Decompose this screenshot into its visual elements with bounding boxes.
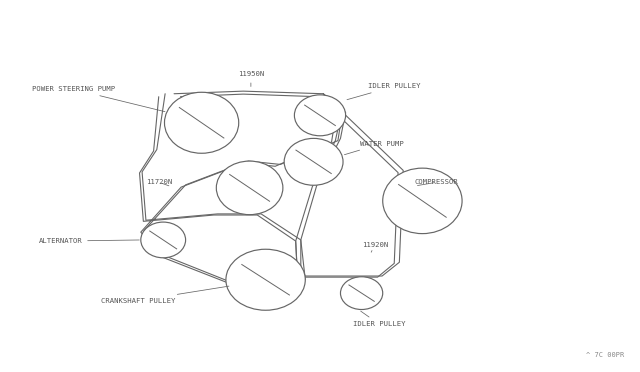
Text: IDLER PULLEY: IDLER PULLEY — [353, 311, 406, 327]
Ellipse shape — [383, 168, 462, 234]
Text: CRANKSHAFT PULLEY: CRANKSHAFT PULLEY — [101, 286, 229, 304]
Ellipse shape — [294, 95, 346, 136]
Text: COMPRESSOR: COMPRESSOR — [415, 179, 458, 186]
Text: 11920N: 11920N — [362, 242, 388, 252]
Ellipse shape — [226, 249, 305, 310]
Text: ^ 7C 00PR: ^ 7C 00PR — [586, 352, 624, 358]
Ellipse shape — [340, 277, 383, 310]
Ellipse shape — [141, 222, 186, 258]
Ellipse shape — [164, 92, 239, 153]
Text: WATER PUMP: WATER PUMP — [344, 141, 403, 155]
Text: 11950N: 11950N — [237, 71, 264, 87]
Text: ALTERNATOR: ALTERNATOR — [38, 238, 140, 244]
Text: POWER STEERING PUMP: POWER STEERING PUMP — [32, 86, 165, 112]
Ellipse shape — [284, 138, 343, 185]
Ellipse shape — [216, 161, 283, 215]
Text: IDLER PULLEY: IDLER PULLEY — [347, 83, 420, 100]
Text: 11720N: 11720N — [146, 179, 172, 186]
